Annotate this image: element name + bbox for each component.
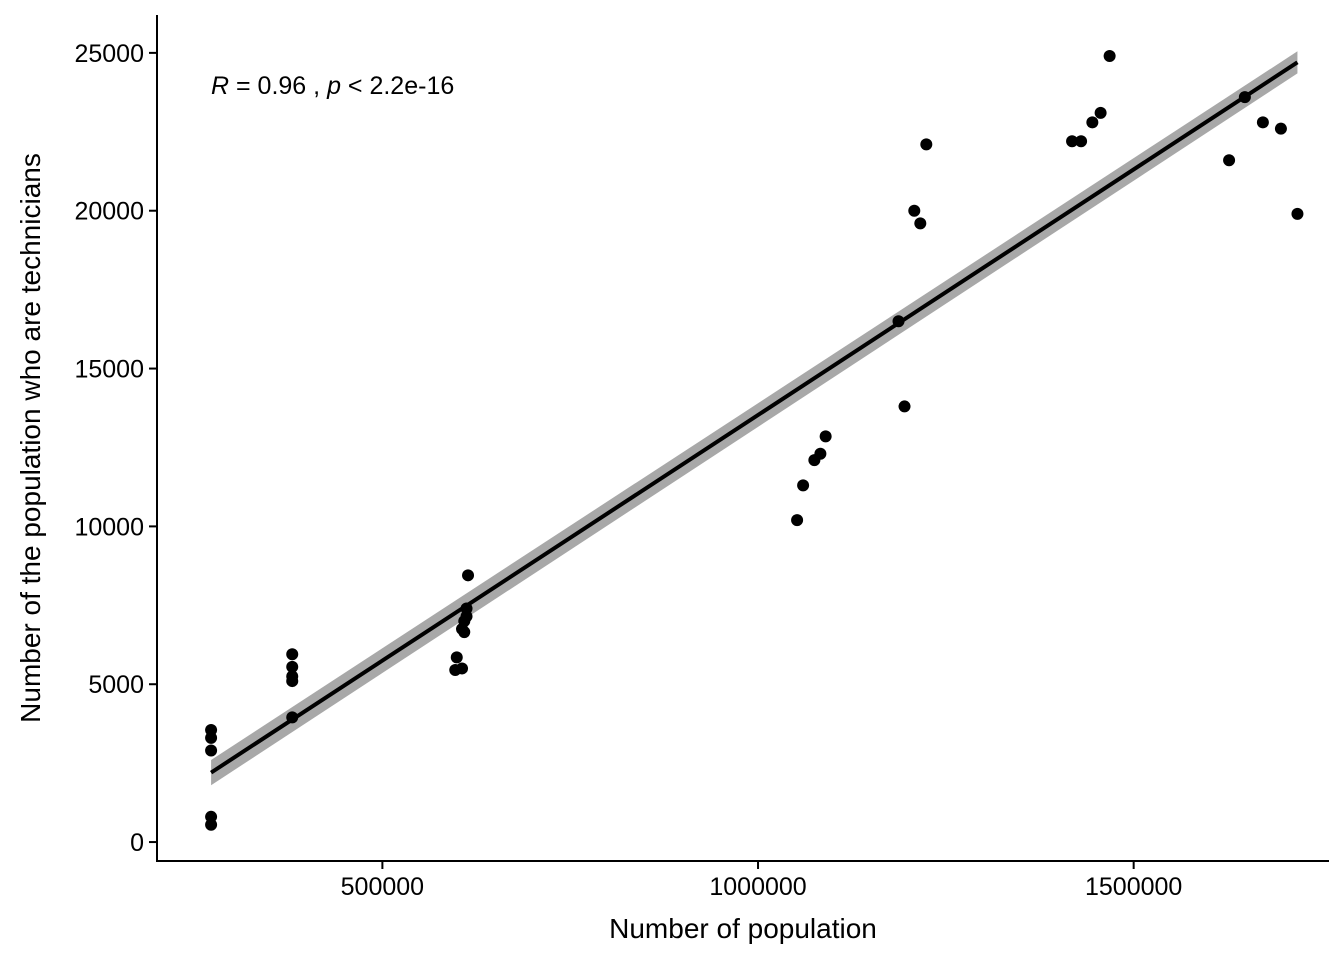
data-point <box>814 447 827 460</box>
y-axis-title: Number of the population who are technic… <box>15 153 46 723</box>
data-point <box>1086 116 1099 129</box>
data-point <box>920 138 933 151</box>
data-point <box>286 670 299 683</box>
data-point <box>450 651 463 664</box>
data-point <box>1223 154 1236 167</box>
data-point <box>1094 106 1107 119</box>
y-tick-label: 10000 <box>74 513 144 541</box>
data-points <box>205 50 1304 831</box>
data-point <box>797 479 810 492</box>
data-point <box>205 744 218 757</box>
x-tick-label: 500000 <box>341 873 424 901</box>
data-point <box>458 626 471 639</box>
data-point <box>819 430 832 443</box>
data-point <box>1291 207 1304 220</box>
correlation-annotation: R = 0.96 , p < 2.2e-16 <box>211 72 454 100</box>
y-tick-label: 20000 <box>74 198 144 226</box>
data-point <box>1238 91 1251 104</box>
data-point <box>205 723 218 736</box>
data-point <box>892 315 905 328</box>
data-point <box>1103 50 1116 63</box>
y-tick-label: 0 <box>130 829 144 857</box>
x-axis-ticks: 500000 1000000 1500000 <box>341 861 1182 901</box>
fit-line <box>209 60 1299 775</box>
data-point <box>791 514 804 527</box>
data-point <box>1256 116 1269 129</box>
data-point <box>286 648 299 661</box>
r-label: R <box>211 72 229 100</box>
p-label: p <box>326 72 341 100</box>
r-value: = 0.96 , <box>229 72 327 100</box>
data-point <box>1274 122 1287 135</box>
data-point <box>914 217 927 230</box>
y-tick-label: 5000 <box>88 671 144 699</box>
x-tick-label: 1000000 <box>709 873 806 901</box>
regression-line <box>209 60 1299 775</box>
p-value: < 2.2e-16 <box>341 72 454 100</box>
y-axis-ticks: 0 5000 10000 15000 20000 25000 <box>74 40 157 857</box>
data-point <box>286 660 299 673</box>
data-point <box>1066 135 1079 148</box>
data-point <box>286 711 299 724</box>
data-point <box>908 204 921 217</box>
data-point <box>205 810 218 823</box>
y-tick-label: 15000 <box>74 356 144 384</box>
x-axis-title: Number of population <box>609 913 877 944</box>
data-point <box>1075 135 1088 148</box>
data-point <box>462 569 475 582</box>
x-tick-label: 1500000 <box>1085 873 1182 901</box>
data-point <box>460 602 473 615</box>
data-point <box>898 400 911 413</box>
axes <box>156 15 1329 862</box>
y-tick-label: 25000 <box>74 40 144 68</box>
data-point <box>456 662 469 675</box>
